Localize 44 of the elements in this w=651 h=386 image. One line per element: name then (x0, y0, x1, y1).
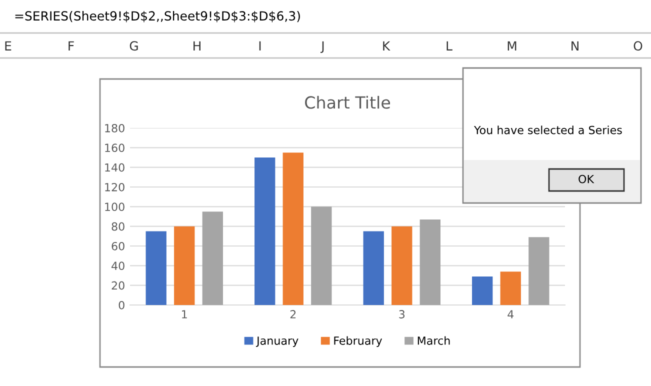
bar (500, 272, 521, 305)
bar (420, 219, 440, 305)
bar (363, 231, 384, 305)
y-tick-label: 40 (112, 262, 124, 270)
bar (311, 206, 332, 305)
text: E (5, 41, 12, 50)
legend-label: February (334, 336, 382, 347)
bar (472, 276, 493, 305)
annotation: You have selected a Series (474, 126, 622, 134)
x-tick-label: 1 (182, 310, 187, 318)
x-tick-label: 3 (399, 310, 405, 318)
bar (202, 212, 223, 305)
y-tick-label: 120 (105, 182, 124, 192)
bar (392, 226, 412, 305)
y-tick-label: 0 (118, 300, 124, 310)
bar (254, 158, 276, 305)
y-tick-label: 140 (105, 163, 124, 172)
y-tick-label: 20 (112, 281, 124, 290)
y-tick-label: 60 (112, 242, 124, 250)
text: I (259, 41, 261, 50)
legend-label: January (256, 336, 298, 347)
text: L (446, 41, 452, 50)
text: N (572, 41, 578, 50)
y-tick-label: 180 (105, 124, 124, 132)
y-tick-label: 100 (105, 202, 124, 212)
bar (146, 231, 166, 305)
text: M (508, 41, 516, 50)
legend-label: March (418, 336, 450, 345)
text: H (194, 41, 200, 50)
y-tick-label: 80 (112, 222, 124, 231)
text: OK (578, 174, 594, 184)
text: =SERIES(Sheet9!$D$2,,Sheet9!$D$3:$D$6,3) (15, 10, 300, 22)
y-tick-label: 160 (105, 144, 124, 152)
text: F (68, 41, 74, 50)
bar (282, 152, 304, 305)
text: K (383, 41, 390, 50)
x-tick-label: 2 (290, 310, 296, 318)
text: J (320, 41, 324, 53)
text: O (634, 41, 642, 51)
x-tick-label: 4 (508, 310, 514, 318)
bar (174, 226, 195, 305)
text: G (130, 41, 138, 51)
chart-title: Chart Title (305, 96, 390, 109)
bar (528, 237, 550, 305)
